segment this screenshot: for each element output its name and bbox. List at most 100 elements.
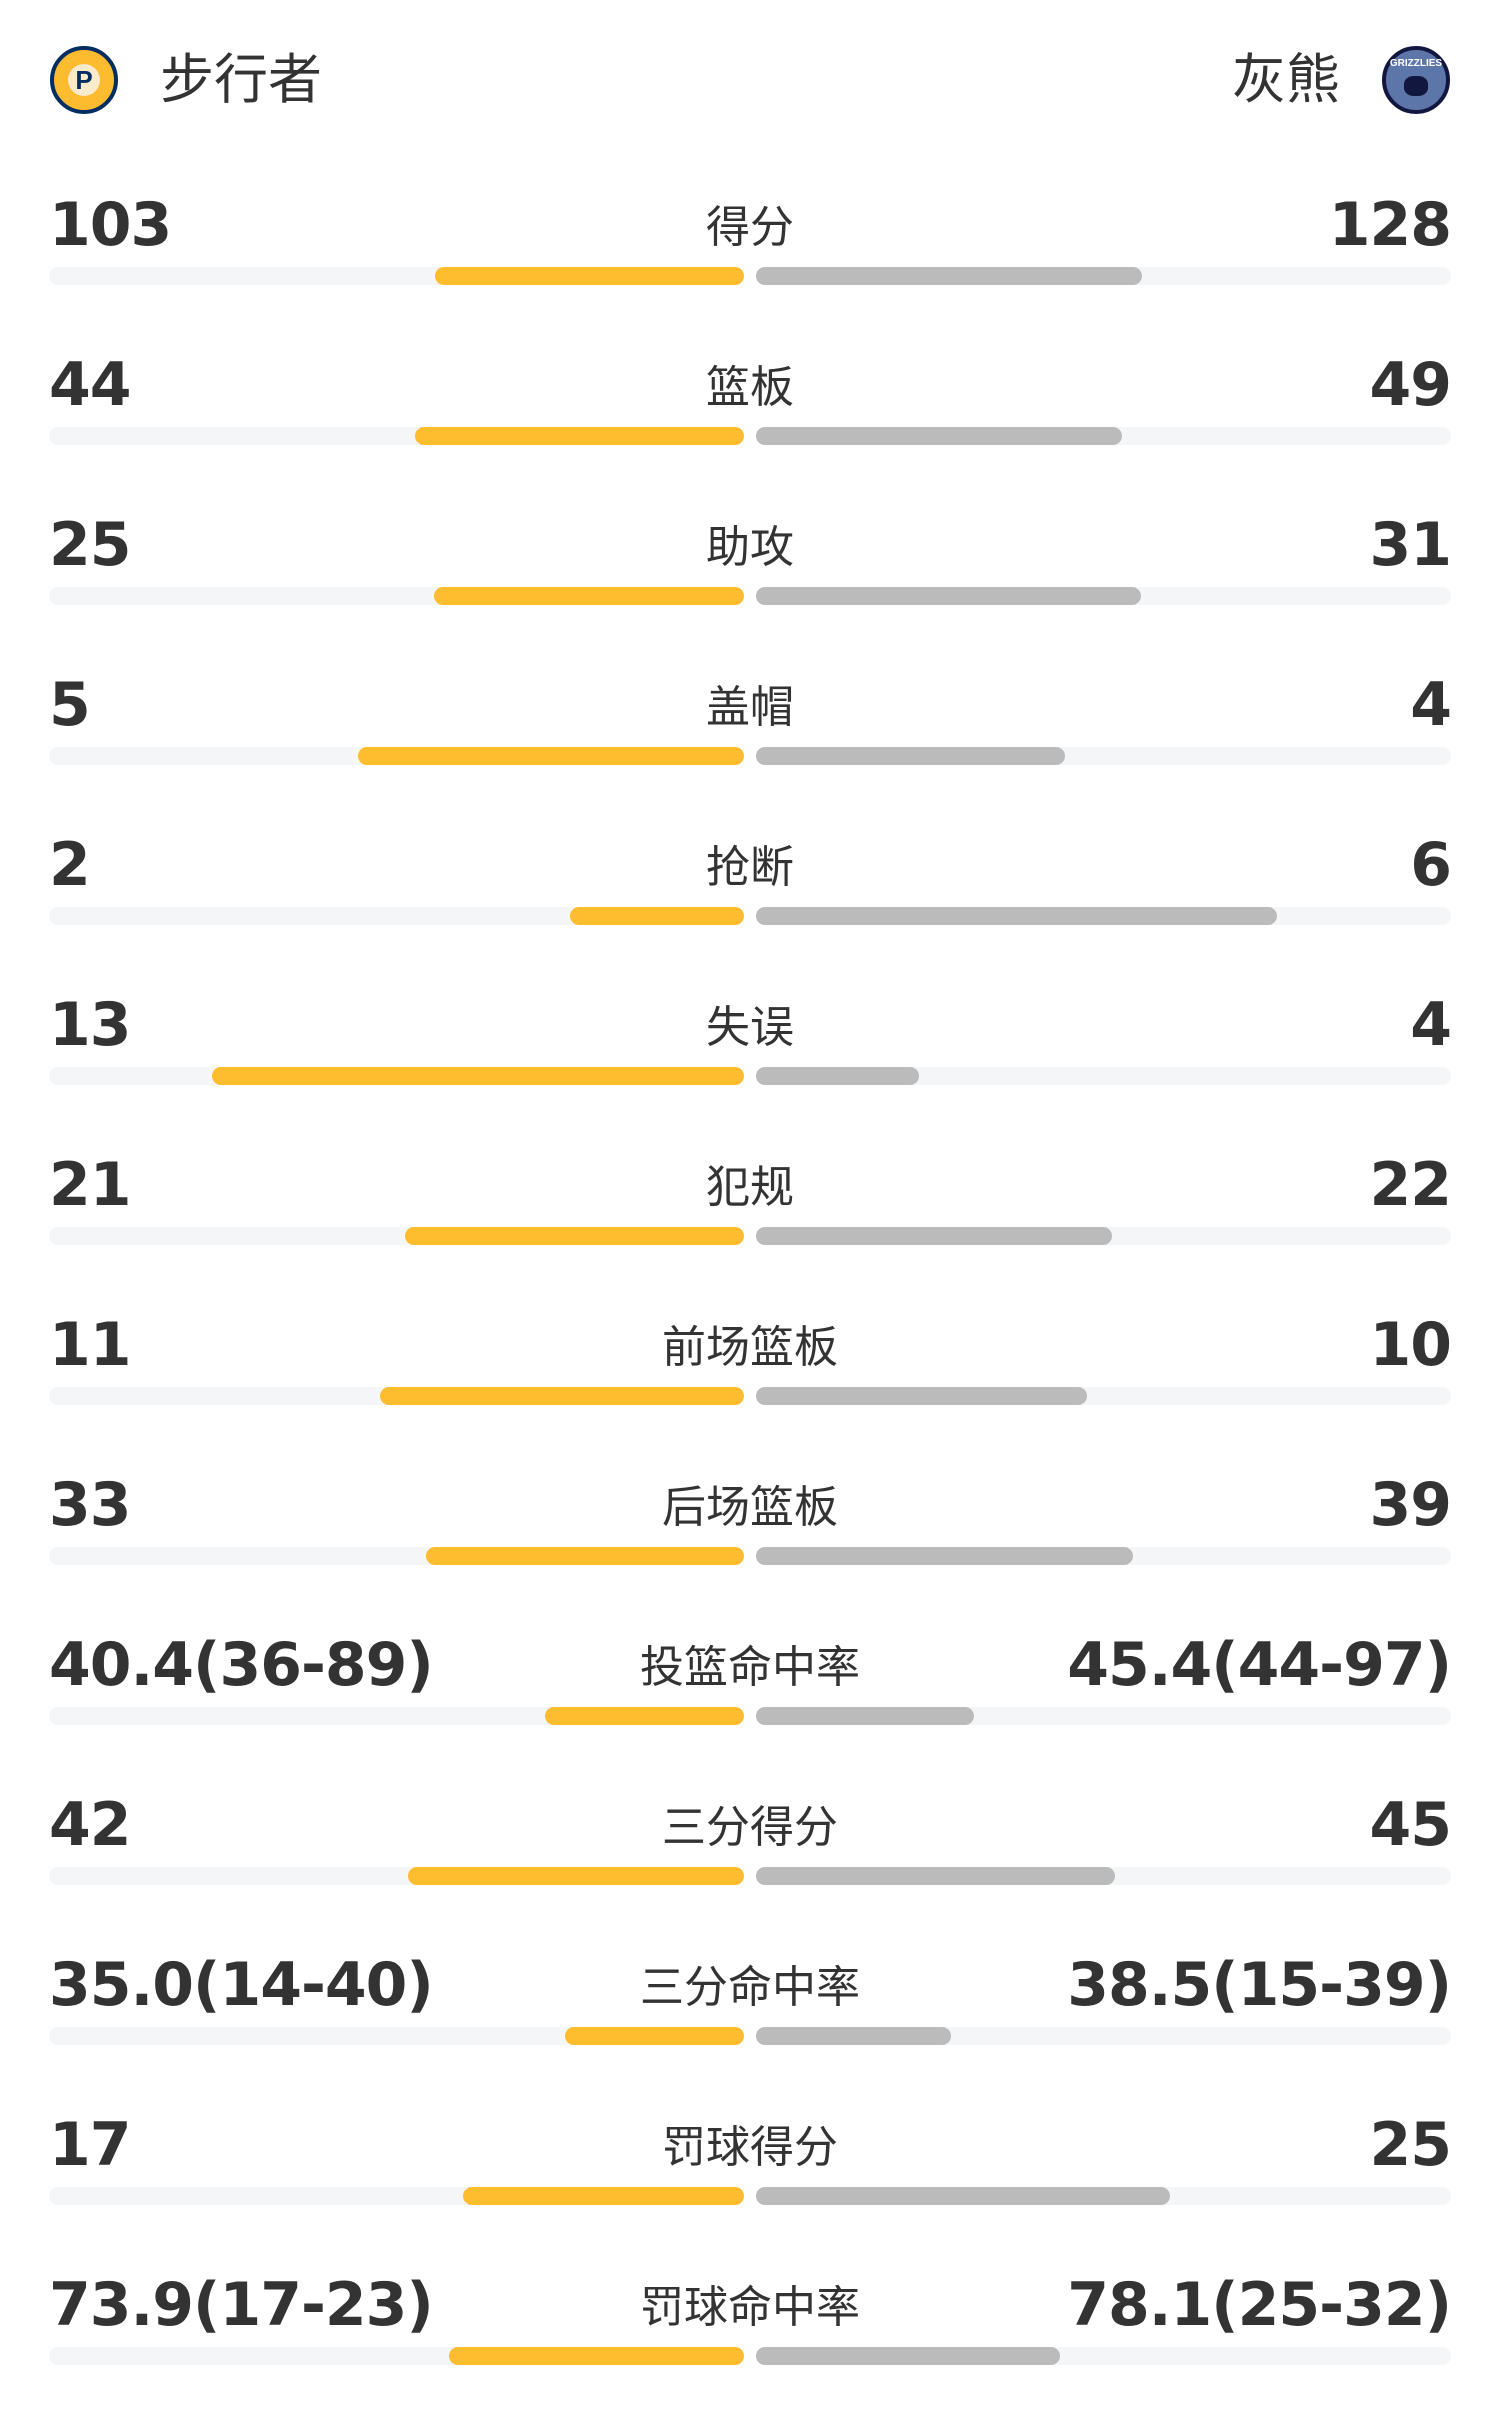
stat-row: 73.9(17-23) 罚球命中率 78.1(25-32) — [0, 2270, 1500, 2430]
home-bar-fill — [379, 1387, 744, 1405]
stat-row: 2 抢断 6 — [0, 830, 1500, 990]
home-bar-track — [49, 1227, 744, 1245]
home-bar-track — [49, 1547, 744, 1565]
stat-row: 44 篮板 49 — [0, 350, 1500, 510]
stat-row: 33 后场篮板 39 — [0, 1470, 1500, 1630]
away-stat-value: 25 — [1369, 2110, 1452, 2180]
home-bar-track — [49, 1867, 744, 1885]
grizzlies-logo-text: GRIZZLIES — [1389, 58, 1443, 69]
home-stat-value: 40.4(36-89) — [49, 1630, 434, 1700]
home-bar-track — [49, 427, 744, 445]
away-bar-fill — [756, 747, 1066, 765]
home-bar-track — [49, 267, 744, 285]
away-stat-value: 31 — [1369, 510, 1452, 580]
away-stat-value: 6 — [1410, 830, 1452, 900]
away-bar-track — [756, 2027, 1451, 2045]
away-bar-fill — [756, 1547, 1133, 1565]
stat-label: 三分命中率 — [640, 1962, 860, 2013]
home-stat-value: 73.9(17-23) — [49, 2270, 434, 2340]
home-bar-fill — [404, 1227, 744, 1245]
away-stat-value: 78.1(25-32) — [1067, 2270, 1452, 2340]
home-stat-value: 35.0(14-40) — [49, 1950, 434, 2020]
away-bar-fill — [756, 587, 1142, 605]
away-stat-value: 4 — [1410, 990, 1452, 1060]
away-bar-track — [756, 747, 1451, 765]
away-bar-track — [756, 427, 1451, 445]
stat-label: 罚球命中率 — [640, 2282, 860, 2333]
stat-label: 盖帽 — [706, 682, 794, 733]
away-bar-fill — [756, 2347, 1061, 2365]
home-stat-value: 5 — [49, 670, 91, 740]
stat-row: 42 三分得分 45 — [0, 1790, 1500, 1950]
home-team-name[interactable]: 步行者 — [160, 48, 322, 111]
away-bar-fill — [756, 267, 1142, 285]
home-bar-fill — [425, 1547, 744, 1565]
home-bar-track — [49, 907, 744, 925]
away-bar-fill — [756, 1867, 1116, 1885]
stat-label: 后场篮板 — [662, 1482, 838, 1533]
away-bar-fill — [756, 427, 1122, 445]
away-bar-track — [756, 2347, 1451, 2365]
home-bar-fill — [545, 1707, 744, 1725]
home-bar-track — [49, 1067, 744, 1085]
home-bar-fill — [408, 1867, 744, 1885]
home-stat-value: 2 — [49, 830, 91, 900]
away-bar-fill — [756, 1387, 1087, 1405]
stat-label: 三分得分 — [662, 1802, 838, 1853]
stat-label: 失误 — [706, 1002, 794, 1053]
stat-row: 11 前场篮板 10 — [0, 1310, 1500, 1470]
away-stat-value: 4 — [1410, 670, 1452, 740]
stat-row: 17 罚球得分 25 — [0, 2110, 1500, 2270]
away-team-name[interactable]: 灰熊 — [1232, 48, 1340, 111]
stat-label: 抢断 — [706, 842, 794, 893]
home-stat-value: 33 — [49, 1470, 131, 1540]
away-bar-fill — [756, 1067, 920, 1085]
away-stat-value: 22 — [1369, 1150, 1452, 1220]
home-bar-track — [49, 747, 744, 765]
home-bar-track — [49, 587, 744, 605]
away-bar-track — [756, 1707, 1451, 1725]
home-bar-track — [49, 2187, 744, 2205]
pacers-logo-icon[interactable]: P — [50, 46, 118, 114]
away-stat-value: 45.4(44-97) — [1067, 1630, 1452, 1700]
home-bar-fill — [414, 427, 744, 445]
away-stat-value: 39 — [1369, 1470, 1452, 1540]
away-bar-track — [756, 587, 1451, 605]
away-stat-value: 10 — [1369, 1310, 1452, 1380]
home-stat-value: 44 — [49, 350, 131, 420]
away-bar-track — [756, 1227, 1451, 1245]
home-stat-value: 103 — [49, 190, 172, 260]
paw-icon — [1404, 76, 1428, 96]
home-bar-track — [49, 1707, 744, 1725]
stat-label: 助攻 — [706, 522, 794, 573]
away-stat-value: 38.5(15-39) — [1067, 1950, 1452, 2020]
home-bar-fill — [212, 1067, 744, 1085]
stat-label: 得分 — [706, 202, 794, 253]
away-bar-fill — [756, 2187, 1170, 2205]
team-header: P 步行者 灰熊 GRIZZLIES — [0, 0, 1500, 160]
away-bar-track — [756, 1387, 1451, 1405]
grizzlies-logo-icon[interactable]: GRIZZLIES — [1382, 46, 1450, 114]
away-bar-track — [756, 907, 1451, 925]
stat-row: 103 得分 128 — [0, 190, 1500, 350]
home-bar-fill — [434, 267, 744, 285]
stat-row: 25 助攻 31 — [0, 510, 1500, 670]
away-bar-track — [756, 2187, 1451, 2205]
stat-label: 犯规 — [706, 1162, 794, 1213]
stat-label: 前场篮板 — [662, 1322, 838, 1373]
away-bar-fill — [756, 1227, 1112, 1245]
away-bar-fill — [756, 1707, 974, 1725]
away-bar-track — [756, 267, 1451, 285]
home-bar-fill — [434, 587, 744, 605]
home-stat-value: 13 — [49, 990, 131, 1060]
stat-row: 40.4(36-89) 投篮命中率 45.4(44-97) — [0, 1630, 1500, 1790]
home-bar-fill — [462, 2187, 744, 2205]
home-bar-fill — [448, 2347, 744, 2365]
away-stat-value: 49 — [1369, 350, 1452, 420]
away-bar-track — [756, 1547, 1451, 1565]
stat-row: 21 犯规 22 — [0, 1150, 1500, 1310]
stat-label: 篮板 — [706, 362, 794, 413]
home-bar-track — [49, 2027, 744, 2045]
home-stat-value: 11 — [49, 1310, 131, 1380]
away-bar-track — [756, 1867, 1451, 1885]
